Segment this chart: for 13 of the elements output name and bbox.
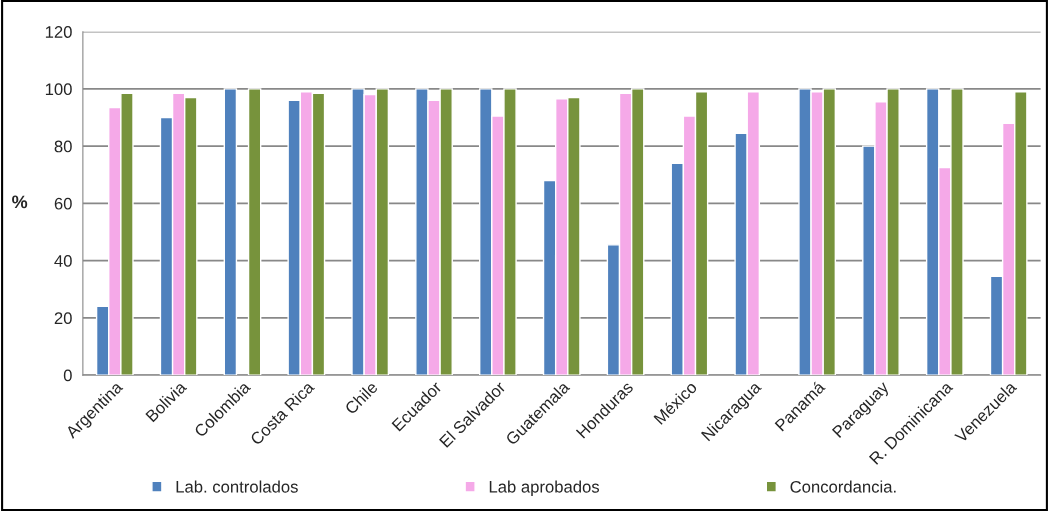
y-tick-label: 40 (54, 255, 72, 267)
legend-label: Lab. controlados (176, 480, 298, 493)
y-tick-label: 60 (54, 197, 72, 210)
y-tick-label: 100 (45, 83, 72, 96)
y-tick-label: 80 (54, 140, 72, 153)
bar (223, 88, 238, 376)
y-tick-label: 120 (45, 26, 72, 38)
y-tick-label: 20 (54, 312, 72, 325)
bar (247, 88, 262, 376)
legend-label: Concordancia. (790, 480, 896, 493)
legend-label: Lab aprobados (489, 480, 600, 496)
y-tick-label: 0 (63, 369, 72, 382)
y-axis-title: % (12, 195, 28, 209)
